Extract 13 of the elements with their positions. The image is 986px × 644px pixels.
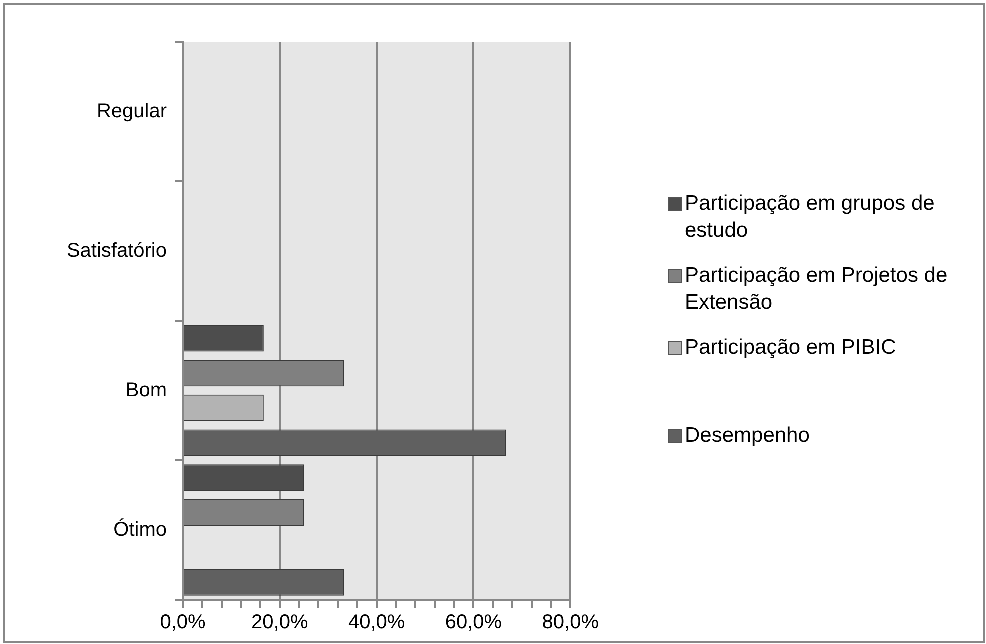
y-tick-label: Bom: [126, 379, 167, 402]
y-tick-label: Satisfatório: [66, 240, 167, 262]
legend-label: Participação em Projetos de Extensão: [685, 263, 949, 316]
y-tick-label: Regular: [96, 100, 168, 122]
legend-label: Participação em PIBIC: [685, 335, 896, 361]
x-tick-label: 20,0%: [252, 612, 308, 634]
x-tick-label: 0,0%: [160, 612, 206, 634]
x-tick-label: 80,0%: [542, 612, 600, 634]
y-tick-label: Ótimo: [114, 518, 167, 541]
x-tick-label: 40,0%: [348, 612, 406, 634]
legend-label: Desempenho: [685, 423, 810, 449]
x-tick-label: 60,0%: [445, 612, 502, 634]
legend-label: Participação em grupos de estudo: [685, 191, 936, 244]
